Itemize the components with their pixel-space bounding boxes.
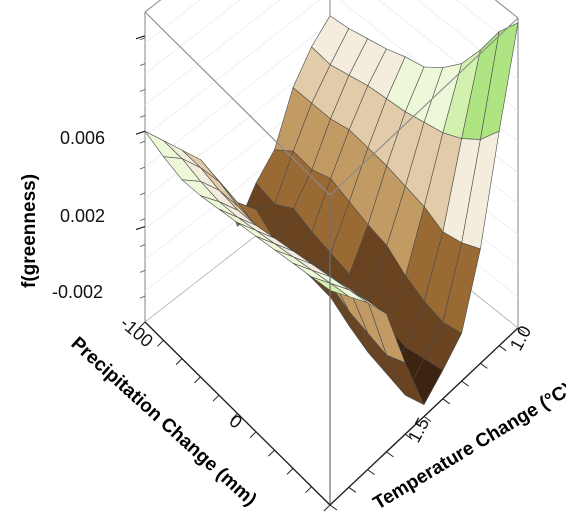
y-tick-mark	[367, 469, 375, 476]
y-tick-mark	[480, 362, 488, 369]
z-minor-tick	[139, 192, 146, 196]
y-axis-title: Temperature Change (°C)	[370, 379, 566, 514]
x-tick-mark	[323, 504, 331, 512]
z-minor-tick	[139, 218, 146, 222]
z-minor-tick	[139, 244, 146, 247]
surface-mesh	[144, 15, 519, 405]
z-tick-mark	[135, 226, 146, 231]
y-tick-mark	[423, 416, 432, 422]
x-tick-mark	[175, 358, 183, 365]
y-tick-mark	[442, 398, 451, 405]
x-tick-mark	[305, 486, 312, 494]
z-minor-tick	[139, 114, 146, 118]
y-tick-mark	[498, 345, 507, 352]
z-tick-mark	[135, 130, 146, 135]
z-minor-tick	[139, 295, 146, 299]
box-edge	[144, 11, 331, 196]
y-tick-mark	[461, 380, 469, 387]
x-tick-label: 0	[225, 411, 246, 433]
z-minor-tick	[139, 37, 146, 41]
z-minor-tick	[139, 166, 146, 170]
x-tick-mark	[268, 449, 275, 457]
surface-facet	[144, 130, 183, 159]
z-minor-tick	[139, 89, 146, 92]
y-tick-mark	[348, 486, 357, 493]
x-tick-mark	[138, 321, 146, 329]
x-tick-mark	[231, 413, 238, 420]
axis-ticks	[135, 35, 526, 512]
box-edge	[494, 0, 519, 19]
y-tick-mark	[404, 433, 413, 440]
z-tick-label: 0.002	[60, 206, 105, 226]
gridline	[144, 0, 519, 112]
x-tick-mark	[194, 376, 201, 384]
z-tick-mark	[135, 35, 146, 40]
y-tick-label: 1.5	[404, 414, 433, 445]
z-minor-tick	[139, 269, 146, 273]
y-tick-label: 1.0	[506, 322, 535, 353]
gridline	[144, 0, 519, 81]
z-tick-label: -0.002	[52, 282, 103, 302]
z-minor-tick	[139, 63, 146, 67]
x-tick-mark	[286, 468, 294, 475]
x-tick-mark	[157, 339, 164, 347]
box-edge	[329, 17, 519, 196]
y-tick-mark	[517, 327, 526, 334]
x-tick-mark	[249, 431, 257, 439]
y-tick-mark	[329, 504, 338, 511]
z-tick-label: 0.006	[60, 128, 105, 148]
z-axis-title: f(greenness)	[19, 174, 40, 288]
y-tick-mark	[386, 451, 394, 458]
x-tick-mark	[212, 394, 220, 402]
z-minor-tick	[139, 140, 146, 144]
x-tick-label: -100	[116, 313, 156, 351]
